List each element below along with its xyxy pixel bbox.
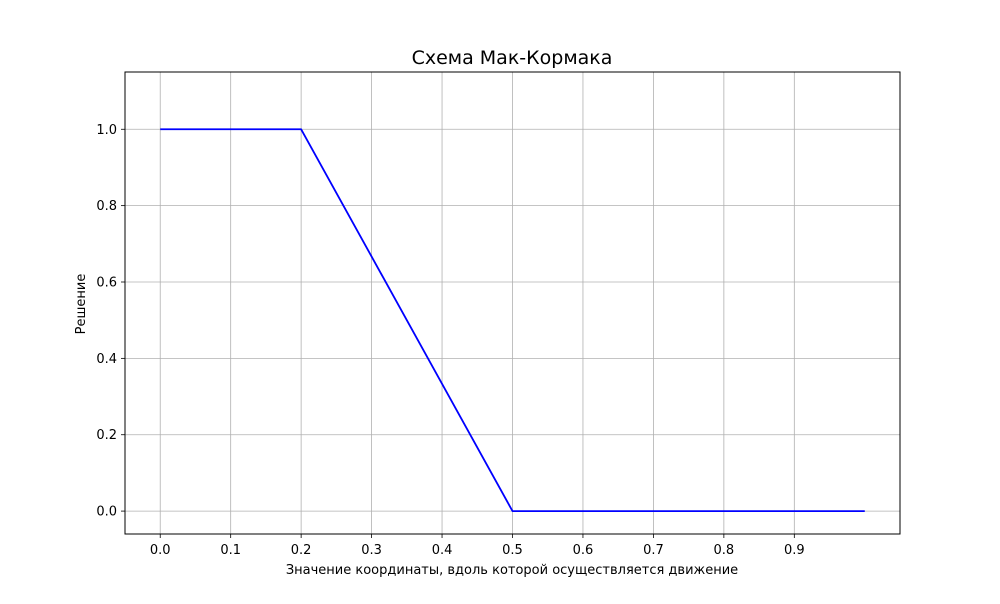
series-line-0 xyxy=(160,128,865,512)
y-tick-label: 0.4 xyxy=(96,352,117,367)
x-tick-label: 0.4 xyxy=(432,543,453,558)
x-tick-label: 0.7 xyxy=(643,543,664,558)
y-tick-label: 0.0 xyxy=(96,505,117,520)
x-tick-label: 0.6 xyxy=(573,543,594,558)
x-tick-label: 0.2 xyxy=(291,543,312,558)
x-tick-label: 0.0 xyxy=(150,543,171,558)
y-tick-label: 1.0 xyxy=(96,123,117,138)
x-tick-label: 0.1 xyxy=(220,543,241,558)
series-layer xyxy=(160,128,865,512)
grid xyxy=(125,72,900,534)
y-tick-label: 0.6 xyxy=(96,276,117,291)
chart-title: Схема Мак-Кормака xyxy=(412,47,613,69)
ticks: 0.0 0.1 0.2 0.3 0.4 0.5 0.6 0.7 0.8 0.9 0.0 0.2 0.4 0… xyxy=(96,123,804,558)
x-tick-label: 0.5 xyxy=(502,543,523,558)
x-tick-label: 0.9 xyxy=(784,543,805,558)
x-tick-label: 0.3 xyxy=(361,543,382,558)
x-tick-label: 0.8 xyxy=(714,543,735,558)
y-tick-label: 0.2 xyxy=(96,428,117,443)
y-axis-label: Решение xyxy=(74,274,89,335)
y-tick-label: 0.8 xyxy=(96,199,117,214)
x-axis-label: Значение координаты, вдоль которой осуще… xyxy=(286,563,738,578)
